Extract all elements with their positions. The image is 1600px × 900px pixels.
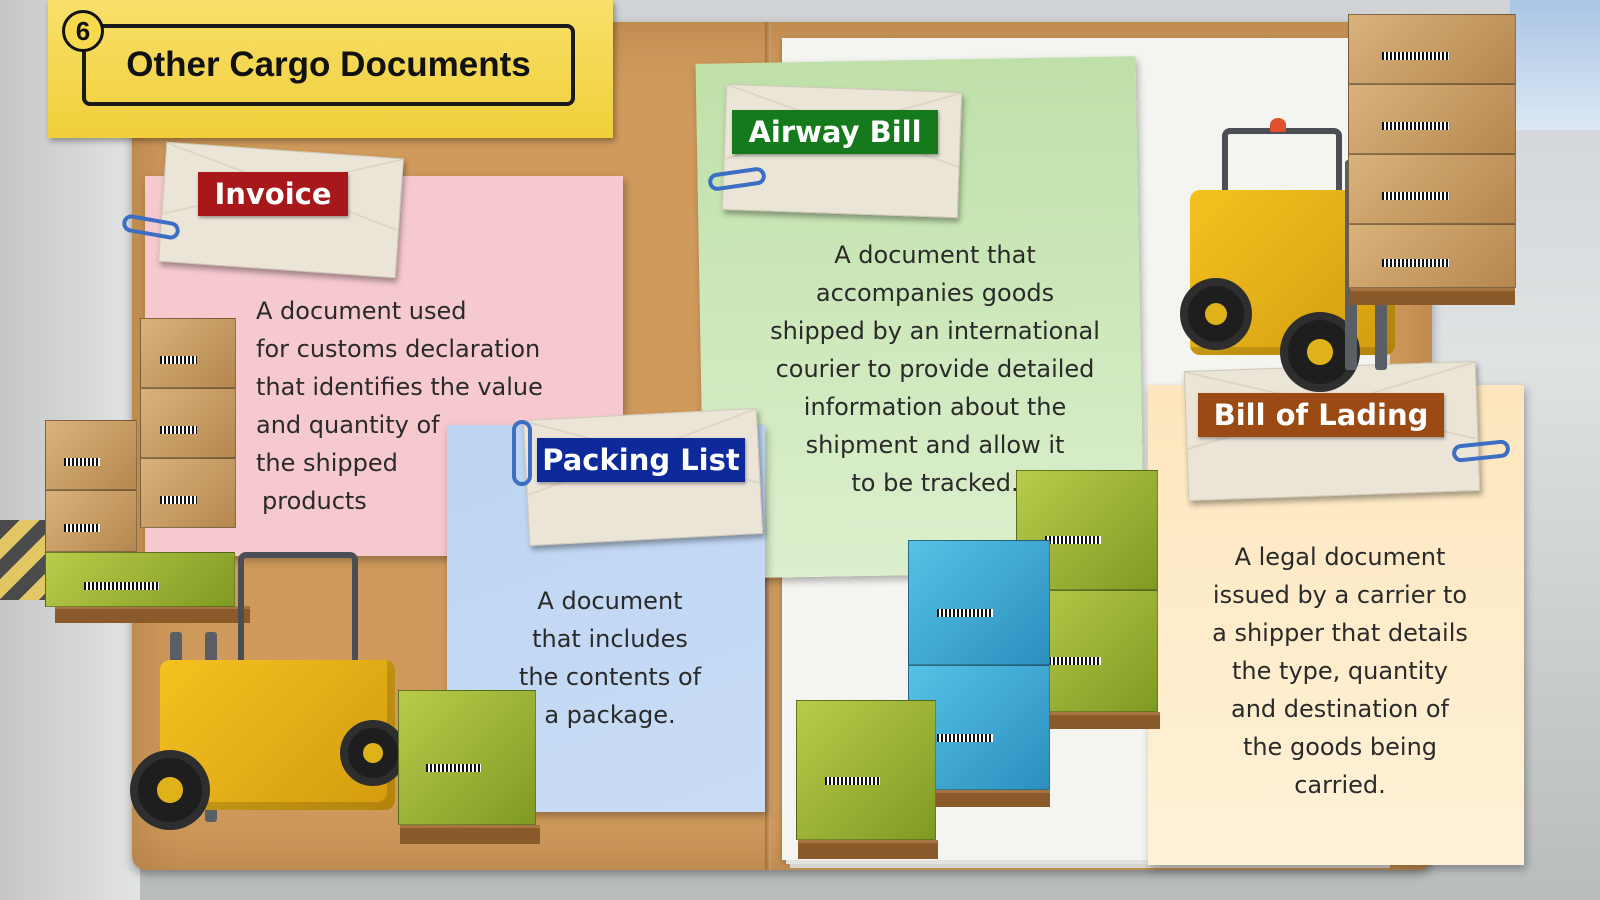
cargo-box [45,552,235,607]
step-number-badge: 6 [62,10,104,52]
bill-of-lading-label: Bill of Lading [1198,393,1444,437]
paperclip-icon [512,420,532,486]
cargo-box [140,458,236,528]
pallet [55,606,250,623]
text-line: the shipped [256,449,398,477]
cargo-box [1348,84,1516,154]
cargo-box [1348,224,1516,288]
cargo-box [1348,154,1516,224]
forklift-wheel [1180,278,1252,350]
text-line: and quantity of [256,411,440,439]
text-line: carried. [1294,771,1386,799]
pallet [1018,712,1160,729]
invoice-label: Invoice [198,172,348,216]
text-line: the goods being [1242,733,1438,761]
text-line: for customs declaration [256,335,541,363]
text-line: the type, quantity [1232,657,1448,685]
text-line: A document [537,587,683,615]
pallet [400,825,540,844]
pallet [798,840,938,859]
cargo-box [140,318,236,388]
packing-list-description: A document that includes the contents of… [490,582,730,734]
title-box: Other Cargo Documents [82,24,575,106]
airway-bill-description: A document that accompanies goods shippe… [750,236,1120,502]
airway-bill-label: Airway Bill [732,110,938,154]
text-line: courier to provide detailed [775,355,1095,383]
pallet [910,790,1050,807]
text-line: A legal document [1234,543,1446,571]
forklift-wheel [340,720,406,786]
cargo-box [1348,14,1516,84]
title-tab [48,0,613,138]
pallet [1350,288,1515,305]
beacon-light-icon [1270,118,1286,132]
text-line: A document that [834,241,1036,269]
text-line: A document used [256,297,467,325]
text-line: the contents of [518,663,702,691]
cargo-box [908,540,1050,665]
cargo-box [45,420,137,490]
cargo-box [45,490,137,552]
text-line: and destination of [1230,695,1449,723]
forklift-wheel [130,750,210,830]
text-line: that identifies the value [256,373,543,401]
cargo-box [140,388,236,458]
invoice-description: A document used for customs declaration … [256,292,586,520]
packing-list-label: Packing List [537,438,745,482]
background-sky [1510,0,1600,130]
text-line: a package. [544,701,676,729]
cargo-box [796,700,936,840]
text-line: issued by a carrier to [1212,581,1468,609]
text-line: that includes [532,625,688,653]
forklift-cage [238,552,358,672]
cargo-box [398,690,536,825]
bill-of-lading-description: A legal document issued by a carrier to … [1190,538,1490,804]
text-line: shipped by an international [770,317,1100,345]
text-line: products [262,487,367,515]
text-line: to be tracked. [851,469,1019,497]
text-line: information about the [803,393,1067,421]
text-line: a shipper that details [1212,619,1468,647]
text-line: accompanies goods [815,279,1055,307]
text-line: shipment and allow it [805,431,1065,459]
page-title: Other Cargo Documents [126,45,531,84]
